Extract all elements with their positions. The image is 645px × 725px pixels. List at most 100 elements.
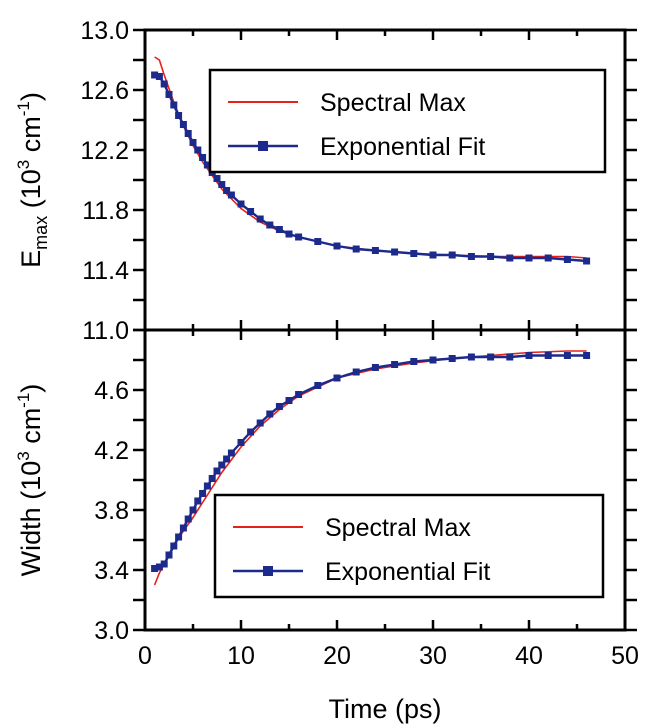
bottom-legend-fit-label: Exponential Fit [325, 558, 490, 586]
top-legend-spectral-label: Spectral Max [320, 89, 466, 117]
x-tick-label: 0 [138, 642, 152, 670]
top-y-tick-label: 12.2 [80, 137, 129, 165]
bottom-y-tick-label: 4.6 [94, 377, 129, 405]
top-fit-point [166, 91, 173, 98]
top-fit-point [314, 238, 321, 245]
top-fit-point [266, 222, 273, 229]
top-fit-point [170, 102, 177, 109]
bottom-fit-point [295, 391, 302, 398]
bottom-fit-point [214, 468, 221, 475]
bottom-y-tick-label: 3.0 [94, 617, 129, 645]
bottom-fit-point [209, 475, 216, 482]
top-fit-point [353, 246, 360, 253]
x-tick-label: 50 [611, 642, 639, 670]
top-fit-point [194, 147, 201, 154]
top-fit-point [295, 234, 302, 241]
bottom-fit-point [223, 456, 230, 463]
top-legend: Spectral MaxExponential Fit [210, 70, 605, 172]
bottom-fit-point [276, 403, 283, 410]
bottom-fit-point [247, 429, 254, 436]
top-fit-point [199, 154, 206, 161]
top-fit-point [247, 208, 254, 215]
top-fit-point [410, 250, 417, 257]
top-fit-point [286, 231, 293, 238]
bottom-fit-point [175, 534, 182, 541]
top-y-tick-label: 13.0 [80, 17, 129, 45]
bottom-fit-point [161, 561, 168, 568]
top-fit-point [391, 249, 398, 256]
top-y-tick-label: 11.0 [82, 317, 129, 345]
bottom-fit-point [170, 543, 177, 550]
bottom-fit-point [526, 352, 533, 359]
bottom-fit-point [449, 355, 456, 362]
bottom-fit-point [194, 498, 201, 505]
top-fit-point [190, 139, 197, 146]
top-y-axis-title: Emax (103 cm-1) [14, 92, 51, 268]
top-fit-point [372, 247, 379, 254]
bottom-fit-point [228, 450, 235, 457]
bottom-fit-point [185, 516, 192, 523]
x-tick-label: 20 [323, 642, 351, 670]
bottom-fit-point [204, 483, 211, 490]
bottom-legend-fit-marker [263, 566, 273, 576]
top-y-tick-label: 12.6 [80, 77, 129, 105]
x-tick-label: 40 [515, 642, 543, 670]
bottom-fit-point [410, 358, 417, 365]
top-fit-point [257, 216, 264, 223]
bottom-fit-point [564, 352, 571, 359]
top-fit-point [228, 192, 235, 199]
bottom-fit-point [430, 357, 437, 364]
bottom-fit-point [199, 490, 206, 497]
top-fit-point [161, 81, 168, 88]
bottom-fit-point [506, 354, 513, 361]
bottom-fit-point [334, 375, 341, 382]
top-fit-point [526, 255, 533, 262]
bottom-fit-point [545, 352, 552, 359]
x-axis-title: Time (ps) [329, 694, 442, 724]
top-fit-point [276, 226, 283, 233]
top-fit-point [545, 255, 552, 262]
bottom-y-axis-title: Width (103 cm-1) [14, 384, 46, 577]
top-fit-point [449, 252, 456, 259]
top-fit-point [468, 253, 475, 260]
bottom-fit-point [353, 369, 360, 376]
bottom-fit-point [372, 364, 379, 371]
top-fit-point [175, 112, 182, 119]
bottom-y-tick-label: 3.8 [94, 497, 129, 525]
bottom-y-tick-label: 3.4 [94, 557, 129, 585]
bottom-fit-point [180, 525, 187, 532]
top-fit-point [156, 73, 163, 80]
bottom-fit-point [487, 354, 494, 361]
bottom-fit-point [266, 411, 273, 418]
bottom-fit-point [583, 352, 590, 359]
bottom-legend-spectral-label: Spectral Max [325, 514, 471, 542]
bottom-fit-point [391, 361, 398, 368]
top-fit-point [506, 255, 513, 262]
top-fit-point [334, 243, 341, 250]
top-fit-point [185, 130, 192, 137]
top-fit-point [218, 181, 225, 188]
bottom-legend: Spectral Max Exponential Fit [215, 495, 603, 597]
top-y-tick-label: 11.4 [82, 257, 129, 285]
top-fit-point [180, 121, 187, 128]
bottom-panel: 0 10 20 30 40 50 3.0 3.4 3.8 4.2 4.6 Spectral Max Ex… [94, 330, 639, 670]
bottom-fit-point [238, 439, 245, 446]
x-tick-label: 30 [419, 642, 447, 670]
top-panel: 11.011.411.812.212.613.0Spectral MaxExpo… [80, 17, 637, 345]
bottom-fit-point [166, 552, 173, 559]
x-tick-label: 10 [227, 642, 255, 670]
top-fit-point [583, 258, 590, 265]
top-legend-fit-marker [258, 141, 268, 151]
bottom-fit-point [468, 354, 475, 361]
bottom-fit-point [286, 397, 293, 404]
bottom-fit-point [190, 507, 197, 514]
bottom-fit-point [257, 420, 264, 427]
top-fit-point [430, 252, 437, 259]
top-fit-point [214, 175, 221, 182]
bottom-fit-point [314, 382, 321, 389]
top-fit-point [487, 253, 494, 260]
top-fit-point [238, 201, 245, 208]
top-fit-point [564, 256, 571, 263]
bottom-y-tick-label: 4.2 [94, 437, 129, 465]
